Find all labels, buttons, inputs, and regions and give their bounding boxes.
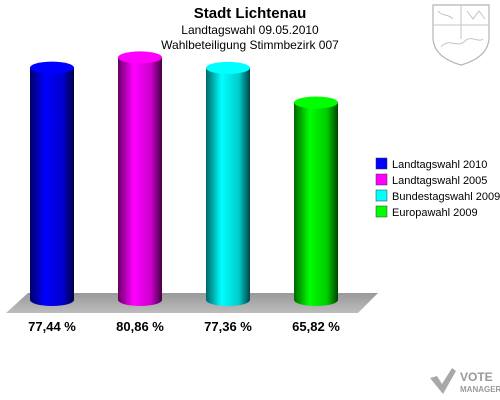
bar-group — [30, 51, 338, 307]
legend-swatch — [375, 205, 388, 218]
legend-label: Bundestagswahl 2009 — [392, 191, 500, 203]
chart-subtitle-district: Wahlbeteiligung Stimmbezirk 007 — [161, 38, 339, 52]
value-label-group: 77,44 % 80,86 % 77,36 % 65,82 % — [28, 319, 340, 334]
logo-text-vote: VOTE — [460, 370, 493, 384]
vote-check-icon — [430, 368, 456, 394]
bar — [30, 67, 74, 307]
vote-manager-logo: VOTE MANAGER — [430, 368, 500, 394]
legend-label: Landtagswahl 2010 — [392, 159, 487, 171]
bar — [118, 57, 162, 306]
bar-top — [30, 61, 74, 74]
chart-floor — [6, 293, 378, 313]
legend-swatch — [375, 189, 388, 202]
chart-title: Stadt Lichtenau — [194, 5, 307, 22]
legend-label: Landtagswahl 2005 — [392, 175, 487, 187]
value-label: 65,82 % — [292, 319, 340, 334]
legend-swatch — [375, 173, 388, 186]
chart-subtitle-election: Landtagswahl 09.05.2010 — [181, 23, 319, 37]
bar-top — [118, 51, 162, 64]
logo-text-manager: MANAGER — [460, 385, 500, 394]
legend-swatch — [375, 157, 388, 170]
value-label: 80,86 % — [116, 319, 164, 334]
bar-top — [206, 61, 250, 74]
bar-top — [294, 96, 338, 109]
value-label: 77,36 % — [204, 319, 252, 334]
coat-of-arms-icon — [432, 4, 490, 66]
bar — [206, 67, 250, 306]
legend: Landtagswahl 2010 Landtagswahl 2005 Bundes… — [375, 157, 500, 219]
bar — [294, 102, 338, 306]
value-label: 77,44 % — [28, 319, 76, 334]
legend-label: Europawahl 2009 — [392, 207, 478, 219]
